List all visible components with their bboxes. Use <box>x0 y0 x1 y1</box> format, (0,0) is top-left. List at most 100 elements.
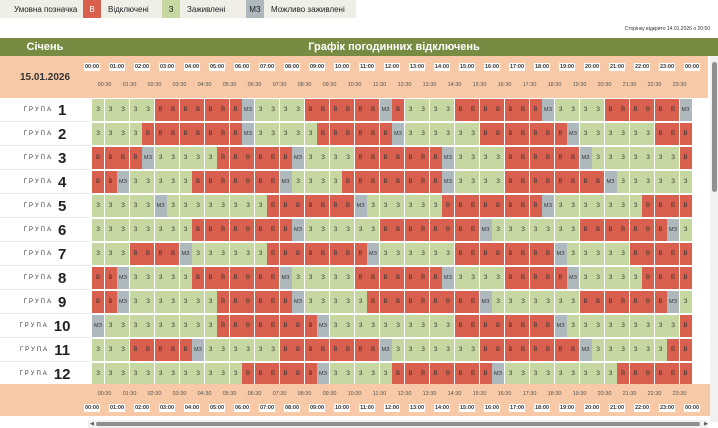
footer-hour-tick: 09:00 <box>308 404 326 412</box>
schedule-cell: З <box>129 291 142 313</box>
schedule-cell: В <box>504 267 517 289</box>
half-hour-tick: 10:30 <box>347 82 362 88</box>
schedule-cell: В <box>679 243 692 265</box>
schedule-cell: З <box>467 123 479 145</box>
schedule-cell: З <box>342 219 354 241</box>
schedule-cell: З <box>179 363 192 385</box>
schedule-cell: В <box>179 339 192 361</box>
schedule-cell: З <box>104 243 117 265</box>
schedule-cell: В <box>267 291 279 313</box>
legend-label-maybe: Можливо заживлені <box>264 0 356 18</box>
schedule-cell: В <box>417 219 429 241</box>
schedule-cell: З <box>579 99 592 121</box>
schedule-cell: З <box>142 291 154 313</box>
schedule-cell: З <box>242 339 254 361</box>
schedule-cell: З <box>267 123 279 145</box>
schedule-cell: З <box>554 195 567 217</box>
footer-hour-tick-label: 17:00 <box>508 404 526 412</box>
schedule-cell: МЗ <box>442 267 454 289</box>
schedule-cell: З <box>454 147 467 169</box>
schedule-cell: З <box>254 195 267 217</box>
schedule-cell: З <box>179 147 192 169</box>
footer-hour-tick-label: 04:00 <box>183 404 201 412</box>
schedule-cell: В <box>392 219 404 241</box>
schedule-cell: В <box>479 195 492 217</box>
schedule-cell: В <box>92 147 104 169</box>
schedule-cell: В <box>517 195 529 217</box>
schedule-cell: В <box>554 171 567 193</box>
group-word: ГРУПА <box>23 107 53 113</box>
schedule-cell: В <box>192 219 204 241</box>
schedule-cell: МЗ <box>317 315 329 337</box>
group-word: ГРУПА <box>23 227 53 233</box>
schedule-cell: З <box>392 195 404 217</box>
schedule-cell: В <box>192 171 204 193</box>
schedule-cell: МЗ <box>479 291 492 313</box>
schedule-cell: МЗ <box>142 147 154 169</box>
schedule-cell: В <box>529 243 542 265</box>
schedule-cell: В <box>604 219 617 241</box>
schedule-cell: В <box>479 99 492 121</box>
schedule-cell: З <box>379 243 392 265</box>
horizontal-scroll-thumb[interactable] <box>96 422 700 426</box>
schedule-cell: МЗ <box>242 123 254 145</box>
schedule-cell: З <box>329 219 342 241</box>
schedule-cell: МЗ <box>279 171 292 193</box>
group-label: ГРУПА 7 <box>0 243 90 266</box>
month-heading: Січень <box>26 41 64 53</box>
schedule-cell: З <box>504 219 517 241</box>
schedule-cell: МЗ <box>179 243 192 265</box>
schedule-cell: В <box>467 99 479 121</box>
scroll-left-icon[interactable]: ◀ <box>90 421 94 427</box>
schedule-cell: З <box>92 99 104 121</box>
schedule-cell: В <box>392 99 404 121</box>
hour-tick: 02:00 <box>133 63 151 71</box>
scroll-right-icon[interactable]: ▶ <box>704 421 708 427</box>
schedule-cell: З <box>392 243 404 265</box>
schedule-cell: В <box>304 195 317 217</box>
schedule-cell: З <box>217 243 229 265</box>
schedule-cell: В <box>217 219 229 241</box>
schedule-cell: В <box>254 267 267 289</box>
schedule-cell: В <box>629 99 642 121</box>
schedule-cell: З <box>654 147 667 169</box>
schedule-cell: З <box>354 315 367 337</box>
schedule-cell: В <box>504 195 517 217</box>
vertical-scroll-thumb[interactable] <box>712 62 717 192</box>
schedule-cell: В <box>354 243 367 265</box>
schedule-cell: В <box>579 291 592 313</box>
group-label: ГРУПА 5 <box>0 195 90 218</box>
schedule-cell: З <box>192 147 204 169</box>
schedule-cell: В <box>529 171 542 193</box>
footer-half-hour-tick: 08:30 <box>297 391 312 397</box>
schedule-cell: З <box>529 291 542 313</box>
half-hour-tick: 05:30 <box>222 82 237 88</box>
schedule-cell: З <box>629 171 642 193</box>
schedule-cell: В <box>354 123 367 145</box>
schedule-cell: В <box>529 147 542 169</box>
schedule-cell: В <box>429 363 442 385</box>
schedule-cell: В <box>667 267 679 289</box>
schedule-cell: З <box>642 339 654 361</box>
schedule-cell: З <box>379 363 392 385</box>
schedule-cell: З <box>117 195 129 217</box>
footer-hour-tick-label: 03:00 <box>158 404 176 412</box>
schedule-cell: З <box>304 147 317 169</box>
schedule-cell: В <box>217 123 229 145</box>
group-number: 4 <box>57 173 67 191</box>
half-hour-tick: 00:30 <box>97 82 112 88</box>
schedule-cell: З <box>117 219 129 241</box>
schedule-cell: В <box>517 243 529 265</box>
schedule-cell: З <box>229 339 242 361</box>
schedule-cell: З <box>129 195 142 217</box>
schedule-cell: З <box>592 267 604 289</box>
schedule-cell: В <box>417 291 429 313</box>
schedule-cell: В <box>517 339 529 361</box>
schedule-cell: З <box>104 363 117 385</box>
vertical-scrollbar[interactable] <box>710 56 718 422</box>
hour-tick-label: 03:00 <box>158 63 176 71</box>
schedule-cell: З <box>579 267 592 289</box>
schedule-cell: З <box>467 267 479 289</box>
schedule-cell: З <box>129 99 142 121</box>
schedule-cell: В <box>492 339 504 361</box>
